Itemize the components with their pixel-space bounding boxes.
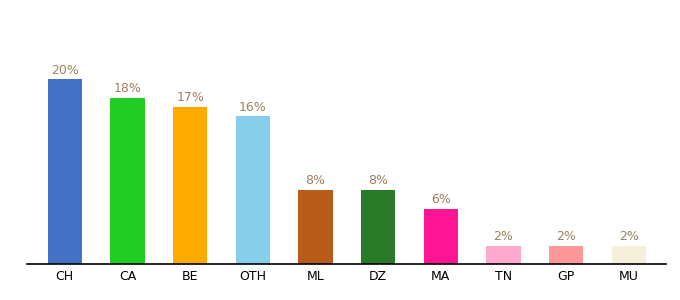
- Text: 20%: 20%: [51, 64, 79, 76]
- Bar: [361, 190, 395, 264]
- Text: 6%: 6%: [431, 193, 451, 206]
- Bar: [48, 80, 82, 264]
- Bar: [549, 245, 583, 264]
- Text: 2%: 2%: [494, 230, 513, 243]
- Bar: [110, 98, 145, 264]
- Bar: [299, 190, 333, 264]
- Bar: [611, 245, 646, 264]
- Text: 16%: 16%: [239, 100, 267, 113]
- Bar: [424, 208, 458, 264]
- Bar: [235, 116, 270, 264]
- Text: 8%: 8%: [368, 174, 388, 188]
- Bar: [173, 107, 207, 264]
- Text: 2%: 2%: [619, 230, 639, 243]
- Bar: [486, 245, 521, 264]
- Text: 8%: 8%: [305, 174, 326, 188]
- Text: 2%: 2%: [556, 230, 576, 243]
- Text: 17%: 17%: [176, 91, 204, 104]
- Text: 18%: 18%: [114, 82, 141, 95]
